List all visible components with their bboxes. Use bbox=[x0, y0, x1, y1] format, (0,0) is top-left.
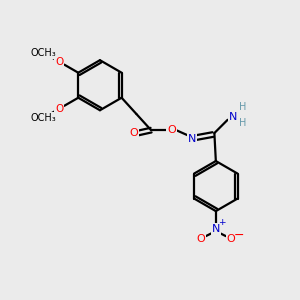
Text: H: H bbox=[239, 118, 247, 128]
Text: O: O bbox=[227, 234, 236, 244]
Text: H: H bbox=[239, 103, 247, 112]
Text: O: O bbox=[55, 104, 63, 114]
Text: −: − bbox=[234, 229, 244, 242]
Text: +: + bbox=[218, 218, 226, 227]
Text: N: N bbox=[212, 224, 220, 234]
Text: OCH₃: OCH₃ bbox=[31, 48, 57, 58]
Text: O: O bbox=[55, 57, 63, 67]
Text: O: O bbox=[129, 128, 138, 138]
Text: O: O bbox=[167, 125, 176, 135]
Text: N: N bbox=[188, 134, 196, 144]
Text: OCH₃: OCH₃ bbox=[31, 112, 57, 123]
Text: N: N bbox=[229, 112, 237, 122]
Text: O: O bbox=[196, 234, 205, 244]
